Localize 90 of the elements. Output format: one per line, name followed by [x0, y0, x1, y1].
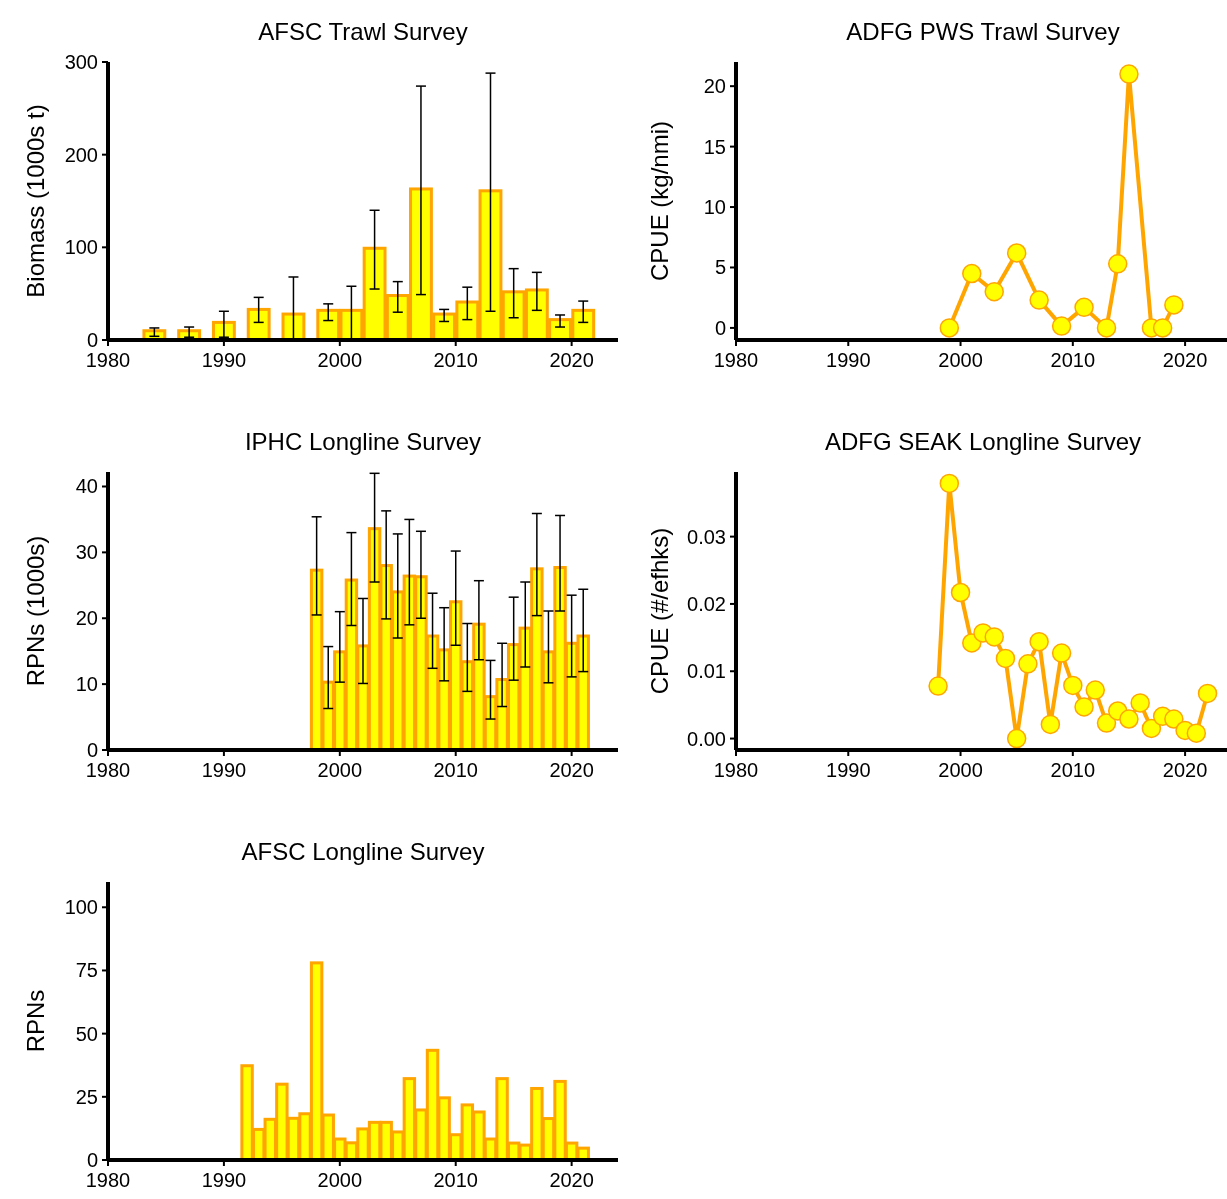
point: [1040, 714, 1061, 735]
chart-title: ADFG SEAK Longline Survey: [824, 428, 1142, 455]
chart-title: AFSC Trawl Survey: [258, 18, 468, 45]
x-tick-label: 2020: [549, 1169, 594, 1191]
y-tick-label: 0: [714, 316, 726, 339]
x-tick-label: 1980: [85, 759, 131, 781]
point: [995, 648, 1016, 669]
x-tick-label: 2010: [1050, 759, 1096, 781]
point: [1018, 654, 1038, 674]
y-tick-label: 100: [64, 236, 98, 259]
point: [1006, 243, 1027, 263]
y-axis-title: CPUE (#/efhks): [646, 527, 673, 695]
point: [1164, 709, 1184, 729]
x-tick-label: 1980: [85, 1169, 131, 1191]
x-tick-label: 2000: [317, 349, 363, 371]
x-tick-label: 2000: [317, 1169, 363, 1191]
point: [1051, 643, 1072, 663]
x-tick-label: 1980: [713, 759, 759, 781]
x-tick-label: 2010: [433, 1169, 478, 1191]
chart-title: IPHC Longline Survey: [244, 428, 482, 455]
y-tick-label: 10: [703, 196, 726, 219]
y-tick-label: 0.01: [687, 660, 726, 683]
point: [1085, 680, 1106, 700]
point: [1141, 718, 1162, 739]
chart-title: ADFG PWS Trawl Survey: [846, 18, 1120, 45]
y-tick-label: 75: [75, 959, 98, 982]
x-tick-label: 1990: [826, 349, 871, 371]
y-axis-title: CPUE (kg/nmi): [646, 120, 673, 282]
x-tick-label: 1990: [201, 759, 247, 781]
point: [1119, 709, 1139, 729]
y-tick-label: 30: [75, 541, 98, 564]
x-tick-label: 1990: [201, 349, 247, 371]
y-tick-label: 25: [75, 1085, 98, 1108]
point: [962, 263, 982, 284]
point: [928, 676, 948, 696]
x-tick-label: 1990: [201, 1169, 247, 1191]
point: [1074, 297, 1094, 318]
y-tick-label: 300: [64, 51, 98, 73]
x-tick-label: 1980: [713, 349, 759, 371]
point: [984, 281, 1004, 302]
point: [1096, 318, 1117, 338]
point: [1029, 290, 1049, 310]
point: [1074, 697, 1094, 717]
y-tick-label: 200: [64, 143, 98, 166]
y-tick-label: 15: [703, 135, 726, 158]
point: [1197, 683, 1218, 704]
point: [950, 582, 971, 603]
y-tick-label: 20: [75, 607, 98, 630]
y-tick-label: 10: [75, 673, 98, 696]
y-tick-label: 100: [64, 896, 98, 919]
point: [984, 627, 1004, 647]
chart-title: AFSC Longline Survey: [241, 838, 485, 865]
y-tick-label: 0.00: [687, 727, 726, 750]
point: [1029, 631, 1049, 652]
x-tick-label: 1980: [85, 349, 131, 371]
x-tick-label: 2020: [1162, 349, 1208, 371]
point: [939, 473, 960, 494]
x-tick-label: 2020: [549, 759, 594, 781]
point: [1130, 693, 1150, 713]
y-axis-title: Biomass (1000s t): [22, 104, 49, 298]
point: [1051, 316, 1072, 336]
x-tick-label: 2010: [1050, 349, 1096, 371]
x-tick-label: 1990: [826, 759, 871, 781]
point: [1006, 728, 1027, 749]
y-tick-label: 5: [714, 256, 726, 279]
point: [1152, 318, 1173, 338]
point: [939, 318, 960, 338]
point: [1119, 64, 1139, 84]
point: [1164, 295, 1184, 315]
y-tick-label: 0: [86, 739, 98, 761]
y-tick-label: 0: [86, 329, 98, 351]
x-tick-label: 2020: [1162, 759, 1208, 781]
y-axis-title: RPNs: [22, 989, 49, 1053]
y-tick-label: 20: [703, 75, 726, 98]
x-tick-label: 2000: [938, 759, 983, 781]
x-tick-label: 2010: [433, 759, 478, 781]
point: [1186, 723, 1207, 743]
y-tick-label: 0.03: [687, 525, 726, 548]
x-tick-label: 2020: [549, 349, 594, 371]
y-tick-label: 50: [75, 1022, 98, 1045]
y-tick-label: 40: [75, 475, 98, 498]
point: [1096, 713, 1117, 733]
point: [1107, 254, 1128, 274]
x-tick-label: 2010: [433, 349, 478, 371]
x-tick-label: 2000: [317, 759, 363, 781]
x-tick-label: 2000: [938, 349, 983, 371]
y-tick-label: 0.02: [687, 592, 726, 615]
y-tick-label: 0: [86, 1149, 98, 1171]
y-axis-title: RPNs (1000s): [22, 535, 49, 687]
point: [1063, 675, 1083, 696]
